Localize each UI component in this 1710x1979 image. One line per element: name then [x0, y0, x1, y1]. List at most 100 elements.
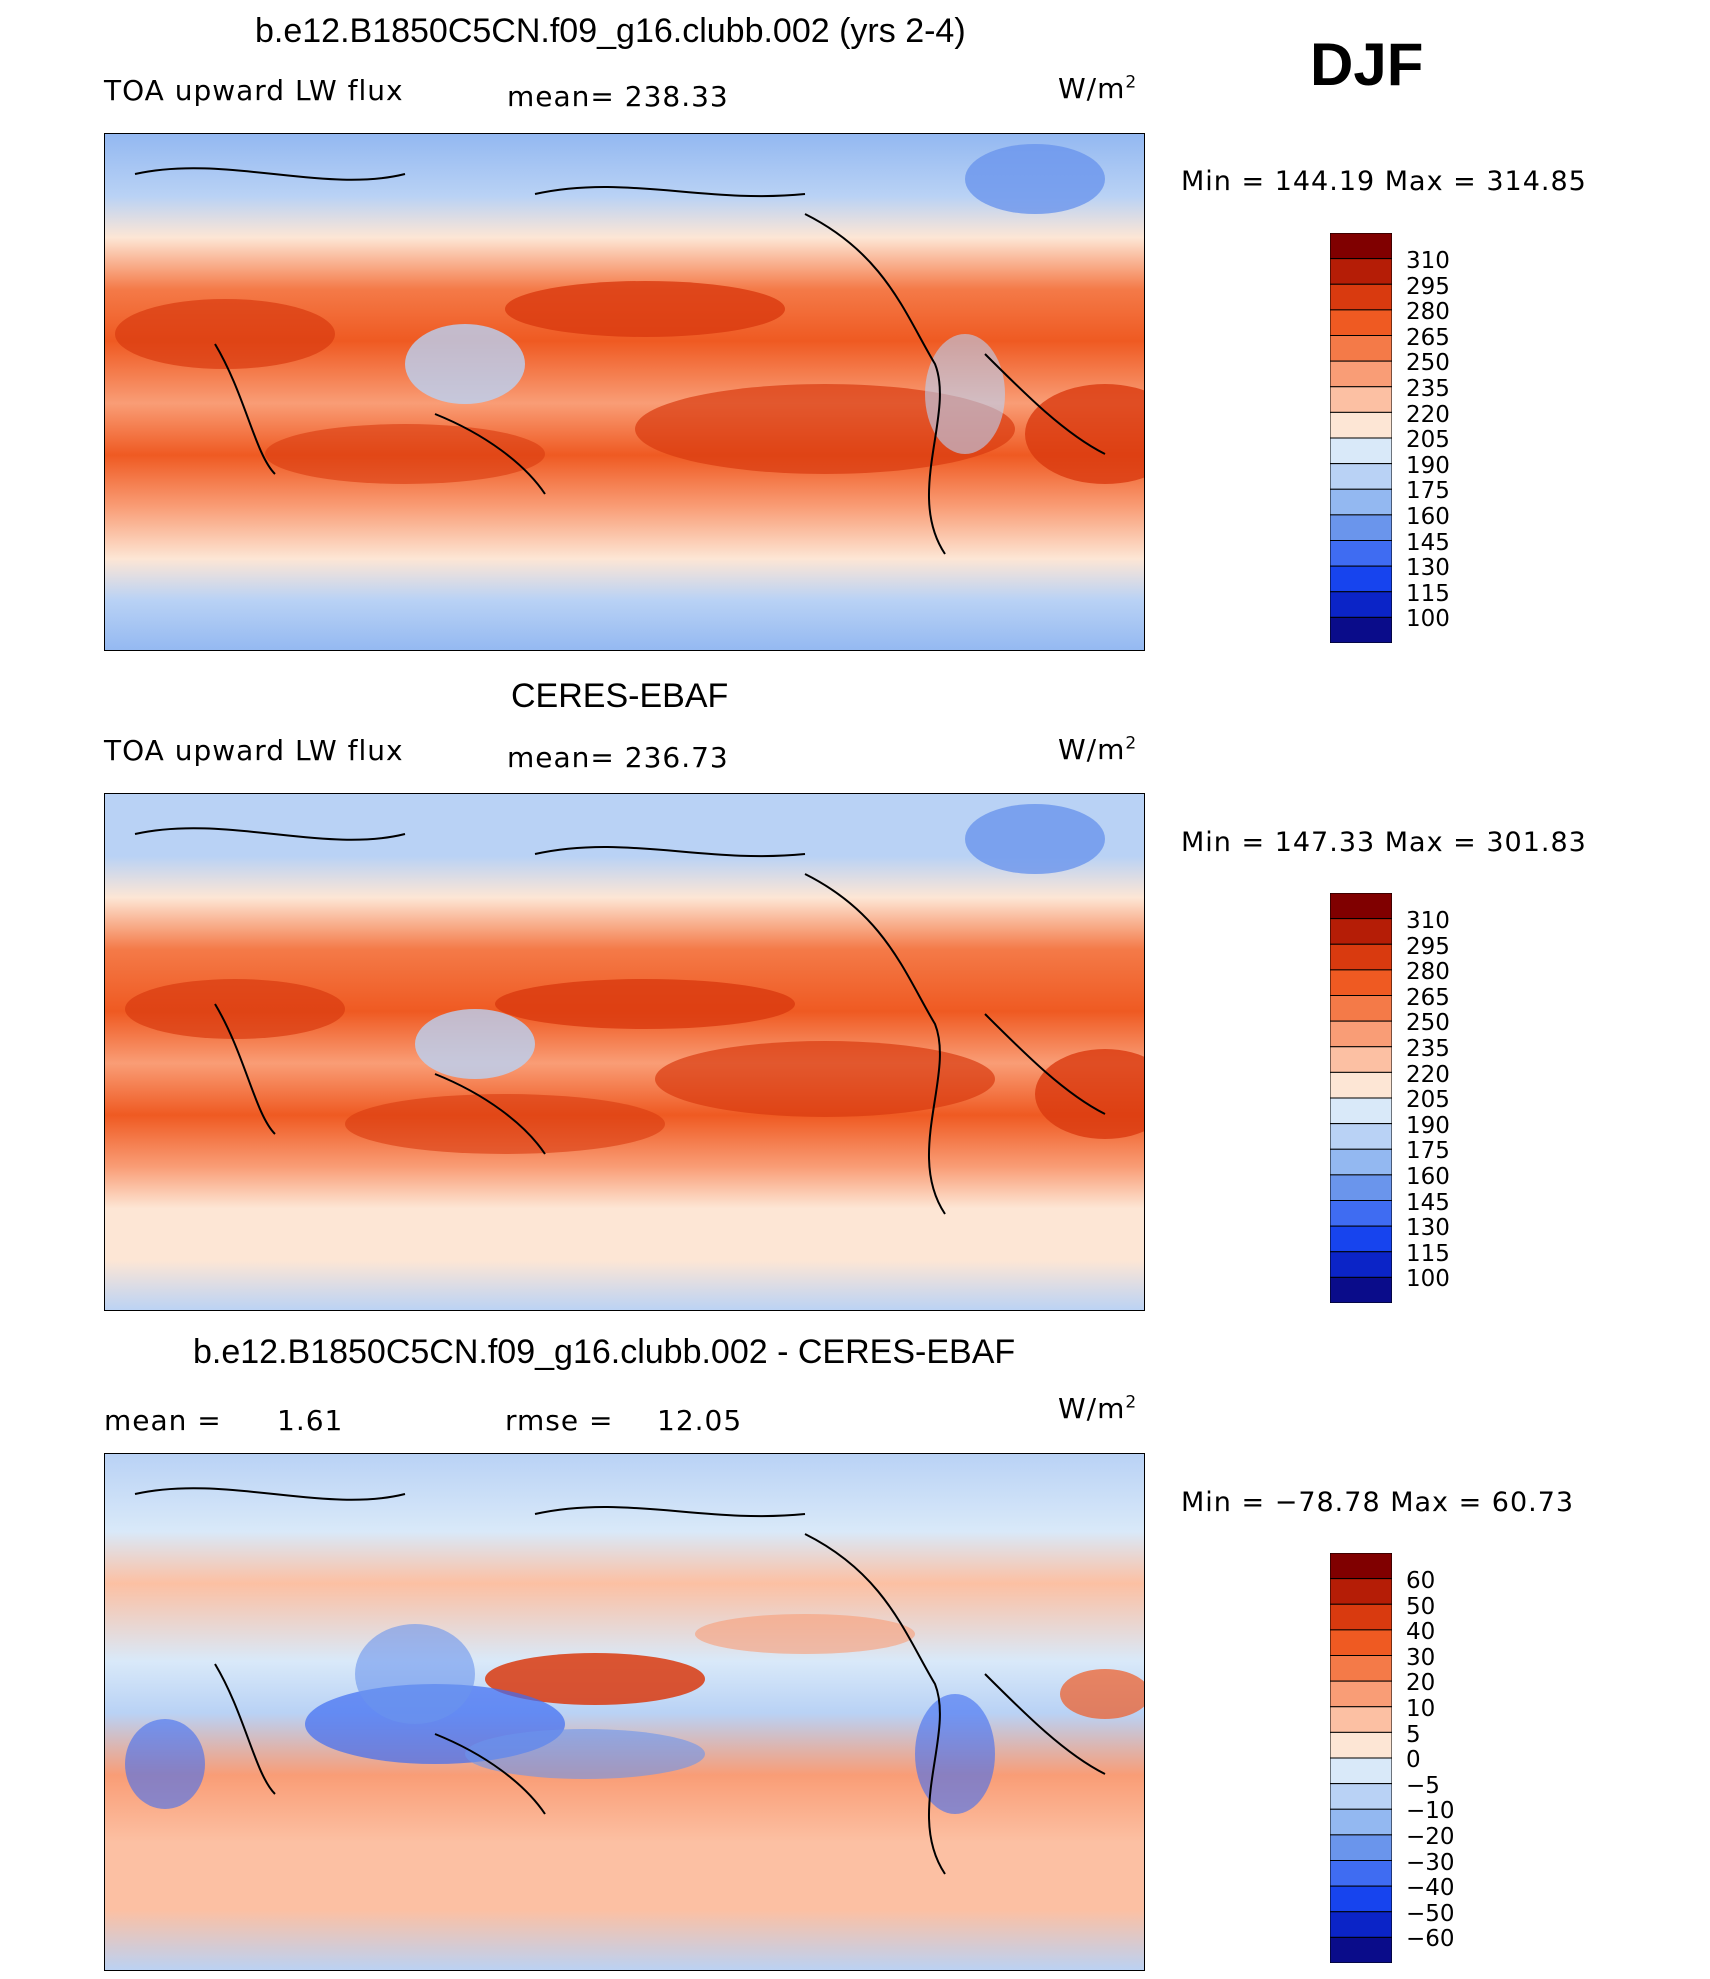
colorbar-tick: −40: [1406, 1875, 1455, 1902]
colorbar-tick: 265: [1406, 984, 1450, 1011]
panel3-colorbar: [1330, 1553, 1392, 1963]
colorbar-tick: 280: [1406, 299, 1450, 326]
panel2-title: CERES-EBAF: [511, 677, 729, 715]
colorbar-swatch: [1330, 309, 1392, 337]
colorbar-swatch: [1330, 995, 1392, 1022]
units-sup: 2: [1125, 72, 1138, 93]
colorbar-swatch: [1330, 283, 1392, 311]
colorbar-swatch: [1330, 893, 1392, 920]
season-label: DJF: [1310, 31, 1424, 98]
colorbar-swatch: [1330, 1629, 1392, 1657]
colorbar-tick: 295: [1406, 273, 1450, 300]
colorbar-swatch: [1330, 1783, 1392, 1810]
colorbar-tick: −5: [1406, 1772, 1440, 1799]
colorbar-swatch: [1330, 1860, 1392, 1887]
panel3-mean-value: 1.61: [277, 1404, 344, 1437]
colorbar-tick: 160: [1406, 504, 1450, 530]
panel1-units: W/m2: [1058, 72, 1137, 105]
colorbar-swatch: [1330, 1578, 1392, 1605]
colorbar-swatch: [1330, 943, 1392, 971]
colorbar-swatch: [1330, 437, 1392, 465]
colorbar-swatch: [1330, 1123, 1392, 1150]
colorbar-tick: 265: [1406, 324, 1450, 351]
panel3-minmax: Min = −78.78 Max = 60.73: [1181, 1487, 1575, 1518]
colorbar-swatch: [1330, 1680, 1392, 1708]
colorbar-swatch: [1330, 1200, 1392, 1227]
colorbar-tick: 295: [1406, 933, 1450, 960]
colorbar-swatch: [1330, 1655, 1392, 1682]
colorbar-tick: 30: [1406, 1644, 1436, 1671]
colorbar-swatch: [1330, 1731, 1392, 1759]
colorbar-tick: 130: [1406, 555, 1450, 582]
units-text: W/m: [1058, 1392, 1126, 1425]
colorbar-swatch: [1330, 1046, 1392, 1073]
colorbar-tick: 130: [1406, 1215, 1450, 1242]
colorbar-swatch: [1330, 969, 1392, 997]
colorbar-swatch: [1330, 1020, 1392, 1048]
colorbar-swatch: [1330, 1885, 1392, 1913]
panel3-mean-label: mean =: [104, 1404, 222, 1437]
colorbar-tick: 235: [1406, 376, 1450, 402]
colorbar-swatch: [1330, 386, 1392, 413]
colorbar-tick: 20: [1406, 1670, 1436, 1697]
colorbar-swatch: [1330, 1225, 1392, 1253]
units-text: W/m: [1058, 733, 1126, 766]
panel1-variable: TOA upward LW flux: [104, 74, 404, 107]
colorbar-swatch: [1330, 463, 1392, 490]
colorbar-swatch: [1330, 488, 1392, 516]
colorbar-tick: −30: [1406, 1849, 1455, 1876]
colorbar-swatch: [1330, 360, 1392, 388]
colorbar-tick: 5: [1406, 1721, 1421, 1748]
colorbar-tick: 190: [1406, 1112, 1450, 1139]
colorbar-tick: 205: [1406, 1087, 1450, 1114]
colorbar-tick: 175: [1406, 478, 1450, 505]
colorbar-swatch: [1330, 411, 1392, 439]
colorbar-tick: 60: [1406, 1568, 1436, 1594]
units-text: W/m: [1058, 72, 1126, 105]
panel1-colorbar: [1330, 233, 1392, 643]
colorbar-swatch: [1330, 1148, 1392, 1176]
panel2-minmax: Min = 147.33 Max = 301.83: [1181, 827, 1587, 858]
colorbar-tick: −10: [1406, 1798, 1455, 1825]
panel2-colorbar: [1330, 893, 1392, 1303]
colorbar-tick: 190: [1406, 452, 1450, 479]
panel2-map: [104, 793, 1145, 1311]
colorbar-swatch: [1330, 1553, 1392, 1580]
colorbar-swatch: [1330, 1071, 1392, 1099]
colorbar-swatch: [1330, 1936, 1392, 1963]
colorbar-swatch: [1330, 335, 1392, 362]
colorbar-tick: 115: [1406, 1240, 1450, 1267]
colorbar-swatch: [1330, 1276, 1392, 1303]
colorbar-tick: 100: [1406, 606, 1450, 633]
panel1-minmax: Min = 144.19 Max = 314.85: [1181, 166, 1587, 197]
colorbar-swatch: [1330, 1757, 1392, 1785]
colorbar-tick: 220: [1406, 401, 1450, 428]
colorbar-tick: 310: [1406, 908, 1450, 934]
colorbar-tick: 40: [1406, 1619, 1436, 1646]
colorbar-tick: 160: [1406, 1164, 1450, 1190]
panel2-mean: mean= 236.73: [507, 741, 729, 774]
colorbar-swatch: [1330, 616, 1392, 643]
colorbar-tick: 235: [1406, 1036, 1450, 1062]
colorbar-tick: −60: [1406, 1926, 1455, 1953]
panel2-variable: TOA upward LW flux: [104, 734, 404, 767]
colorbar-tick: 100: [1406, 1266, 1450, 1293]
colorbar-tick: 0: [1406, 1747, 1421, 1774]
colorbar-tick: −20: [1406, 1824, 1455, 1850]
colorbar-swatch: [1330, 1706, 1392, 1733]
colorbar-tick: 280: [1406, 959, 1450, 986]
colorbar-swatch: [1330, 918, 1392, 945]
panel3-map: [104, 1453, 1145, 1971]
colorbar-tick: 250: [1406, 1010, 1450, 1037]
colorbar-swatch: [1330, 1251, 1392, 1278]
colorbar-swatch: [1330, 591, 1392, 618]
colorbar-swatch: [1330, 1174, 1392, 1202]
colorbar-tick: 310: [1406, 248, 1450, 274]
panel3-units: W/m2: [1058, 1392, 1137, 1425]
colorbar-swatch: [1330, 1911, 1392, 1938]
panel3-title: b.e12.B1850C5CN.f09_g16.clubb.002 - CERE…: [193, 1333, 1016, 1371]
colorbar-tick: 145: [1406, 1189, 1450, 1216]
panel3-rmse-value: 12.05: [657, 1404, 743, 1437]
units-sup: 2: [1125, 733, 1138, 754]
colorbar-tick: 205: [1406, 427, 1450, 454]
